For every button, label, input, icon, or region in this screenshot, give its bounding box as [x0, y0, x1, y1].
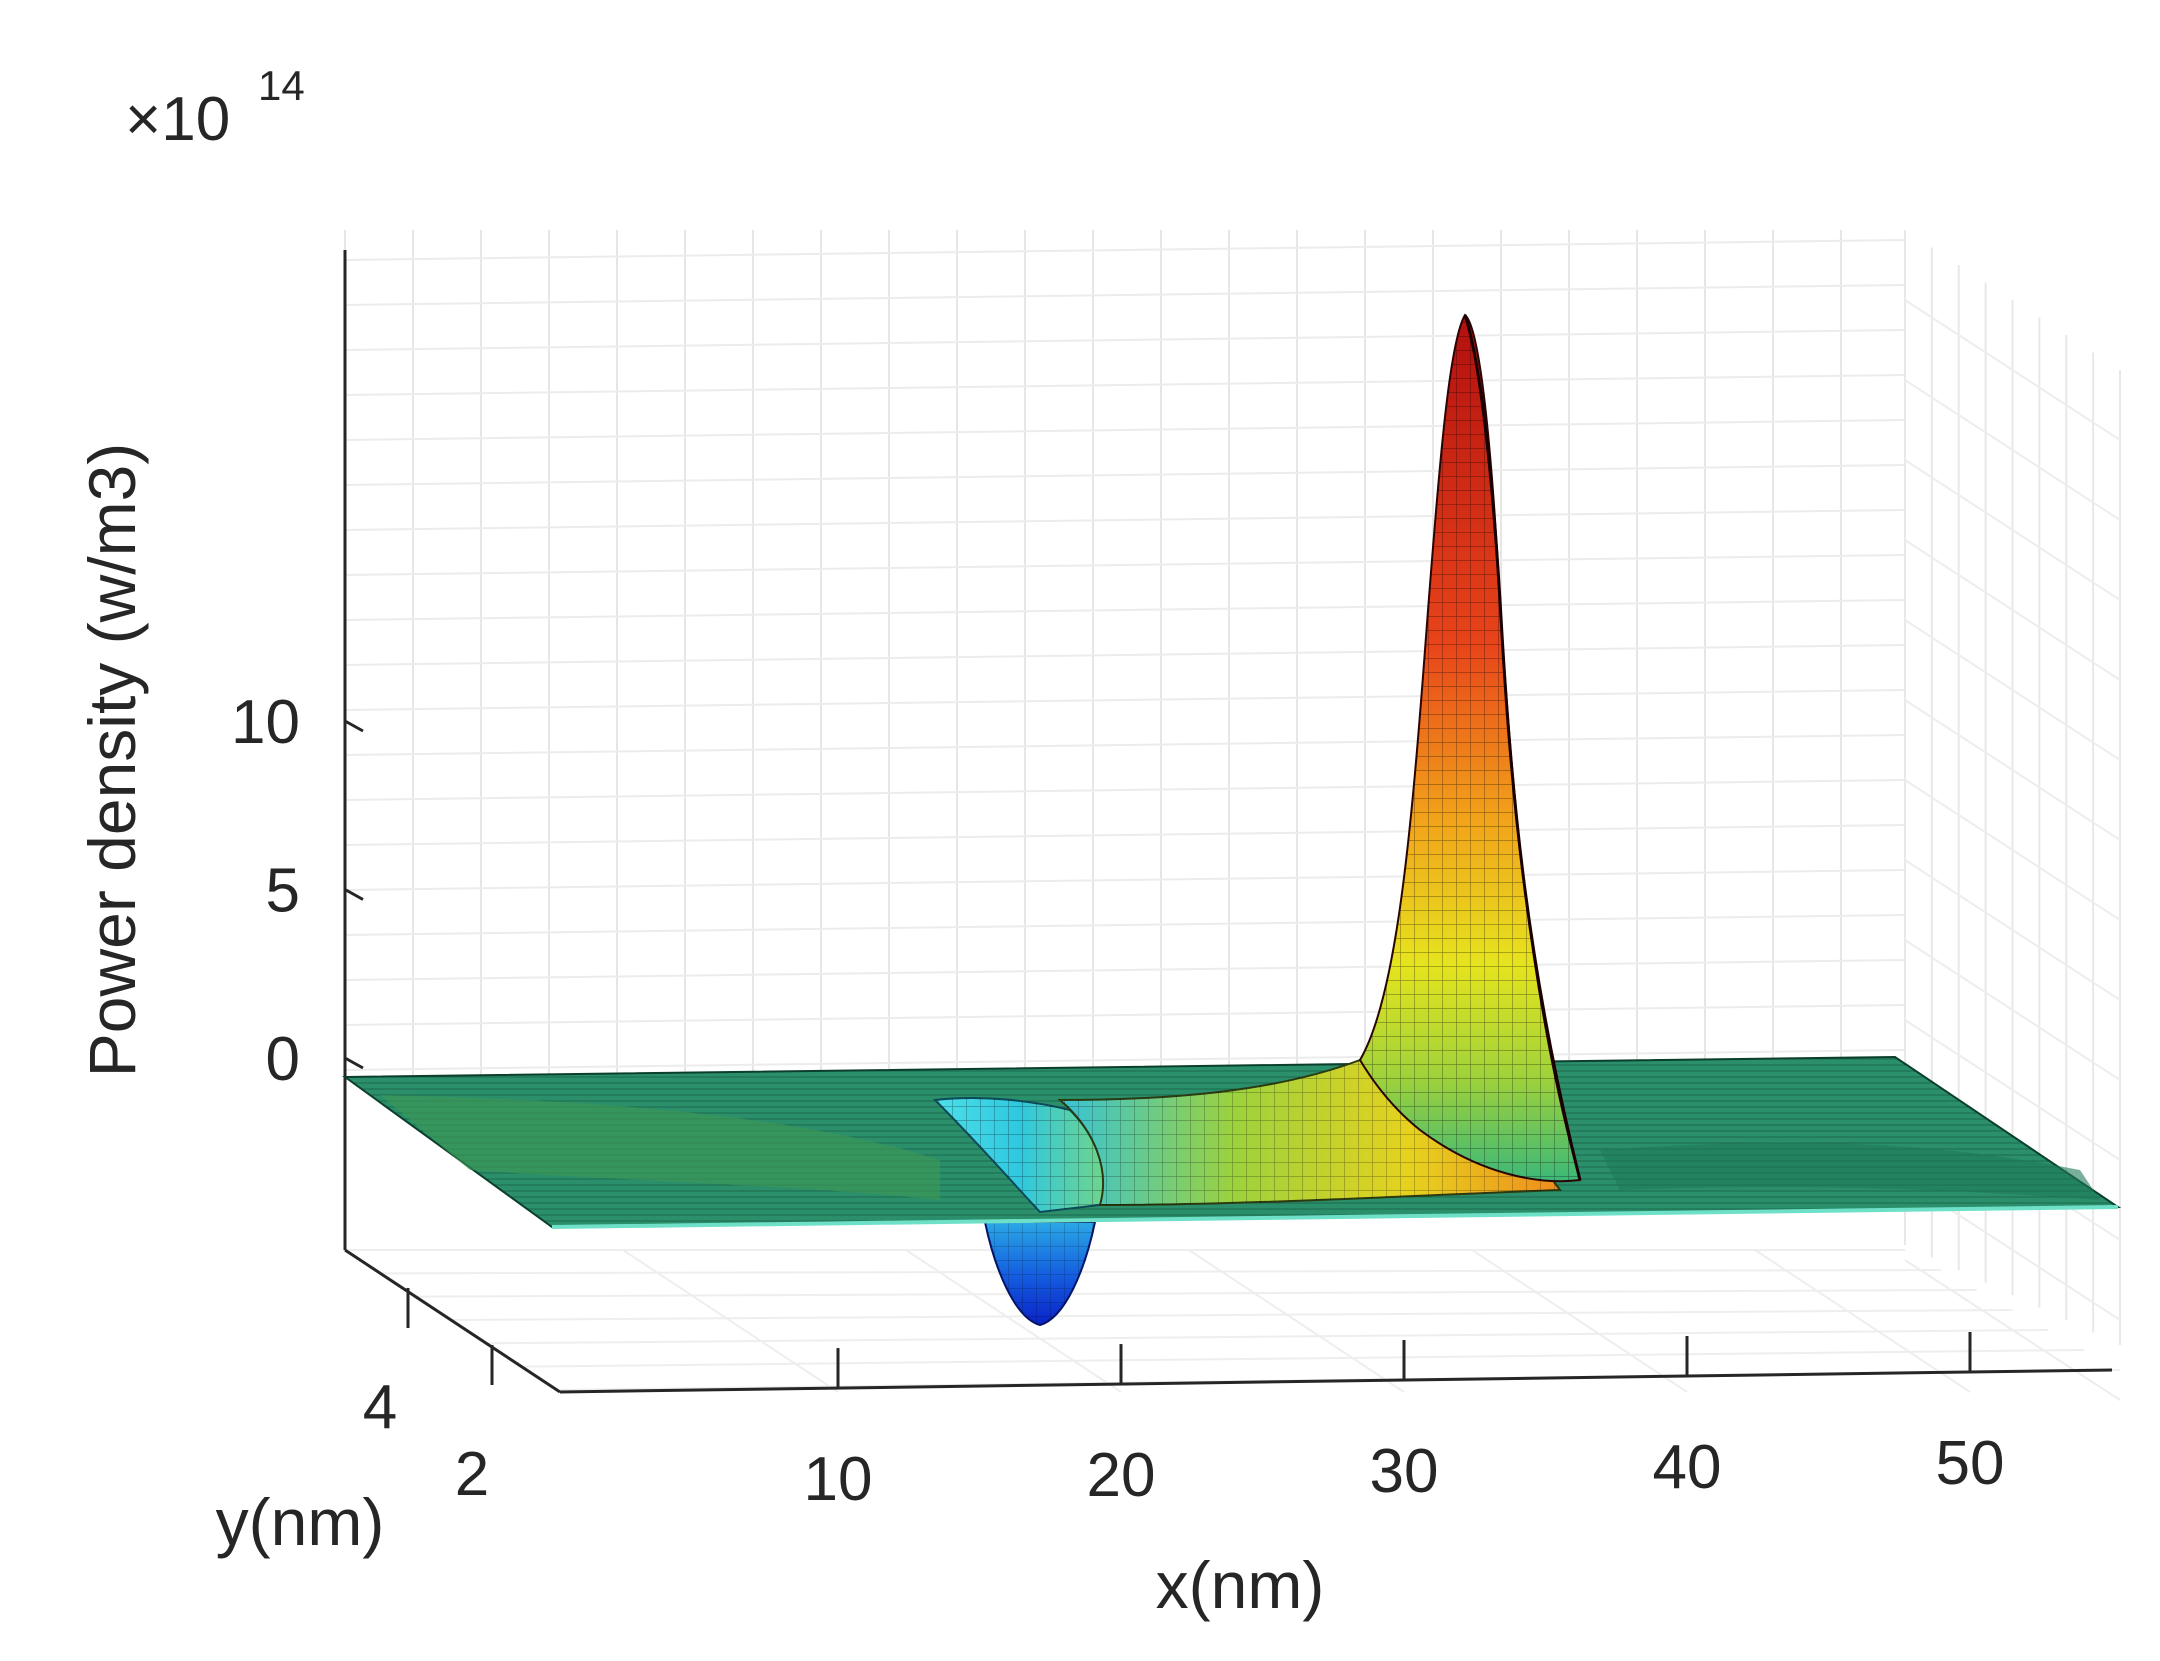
- floor-grid-line: [380, 1269, 1941, 1275]
- x-tick-label: 30: [1370, 1437, 1439, 1506]
- floor-grid-line: [524, 1349, 2085, 1368]
- floor-grid-line: [452, 1309, 2013, 1321]
- floor-grid-line: [416, 1289, 1977, 1298]
- side-grid-horizontal: [1904, 379, 2121, 521]
- z-axis-title: Power density (w/m3): [75, 443, 149, 1078]
- grid-line-horizontal: [344, 374, 1906, 396]
- side-grid-horizontal: [1904, 1019, 2121, 1161]
- grid-line-horizontal: [344, 419, 1906, 441]
- side-grid-horizontal: [1904, 699, 2121, 841]
- floor-grid-line: [488, 1329, 2049, 1345]
- plane-shading: [380, 1095, 940, 1200]
- tick-labels: 0 5 10 10 20 30 40 50 24: [231, 688, 2004, 1514]
- z-tick-mark: [344, 1056, 364, 1070]
- grid-line-horizontal: [344, 644, 1906, 666]
- x-tick-label: 10: [804, 1445, 873, 1514]
- side-grid-horizontal: [1904, 859, 2121, 1001]
- side-grid-horizontal: [1904, 939, 2121, 1081]
- grid-line-horizontal: [344, 959, 1906, 981]
- grid-line-horizontal: [344, 284, 1906, 306]
- grid-line-horizontal: [344, 824, 1906, 846]
- x-tick-label: 20: [1087, 1441, 1156, 1510]
- grid-line-horizontal: [344, 1049, 1906, 1071]
- peak-mesh: [1360, 315, 1580, 1182]
- z-multiplier: ×10 14: [125, 62, 305, 154]
- z-tick-label: 0: [266, 1025, 300, 1094]
- plane-front-edge: [551, 1205, 2119, 1229]
- dip-mesh: [935, 1098, 1104, 1212]
- x-tick-label: 50: [1936, 1429, 2005, 1498]
- side-grid-horizontal: [1904, 779, 2121, 921]
- y-axis-title: y(nm): [216, 1485, 385, 1559]
- grid-line-horizontal: [344, 734, 1906, 756]
- plane-shading-right: [1600, 1142, 2100, 1200]
- side-grid-horizontal: [1904, 539, 2121, 681]
- grid-line-horizontal: [344, 914, 1906, 936]
- floor-grid-x: [905, 1249, 1122, 1393]
- z-tick-label: 10: [231, 688, 300, 757]
- grid-line-horizontal: [344, 869, 1906, 891]
- x-tick-label: 40: [1653, 1433, 1722, 1502]
- grid-line-horizontal: [344, 464, 1906, 486]
- side-grid-horizontal: [1904, 459, 2121, 601]
- trough-lobe-mesh: [985, 1222, 1095, 1325]
- grid-line-horizontal: [344, 239, 1906, 261]
- grid-line-horizontal: [344, 554, 1906, 576]
- axes: [343, 250, 2113, 1394]
- y-tick-label: 4: [363, 1373, 397, 1442]
- surface-plot: [341, 313, 2122, 1327]
- grid-line-horizontal: [344, 509, 1906, 531]
- grid-line-horizontal: [344, 599, 1906, 621]
- z-tick-label: 5: [266, 857, 300, 926]
- floor-grid-x: [622, 1249, 839, 1393]
- peak-ridge: [1463, 314, 1582, 1181]
- grid-line-horizontal: [344, 689, 1906, 711]
- z-multiplier-base: ×10: [125, 85, 230, 154]
- grid-line-horizontal: [344, 1004, 1906, 1026]
- y-axis-line: [344, 1248, 561, 1394]
- floor-grid-x: [1754, 1249, 1971, 1393]
- x-axis-title: x(nm): [1156, 1548, 1325, 1622]
- side-grid-horizontal: [1904, 299, 2121, 441]
- grid-line-horizontal: [344, 329, 1906, 351]
- side-grid-horizontal: [1904, 619, 2121, 761]
- z-tick-mark: [344, 888, 364, 901]
- z-multiplier-exponent: 14: [258, 62, 305, 109]
- grid-lines: [344, 230, 2121, 1401]
- y-tick-label: 2: [455, 1440, 489, 1509]
- z-tick-mark: [344, 719, 364, 733]
- floor-grid-x: [1471, 1249, 1688, 1393]
- x-axis-line: [559, 1368, 2113, 1394]
- grid-line-horizontal: [344, 779, 1906, 801]
- floor-grid-x: [1188, 1249, 1405, 1393]
